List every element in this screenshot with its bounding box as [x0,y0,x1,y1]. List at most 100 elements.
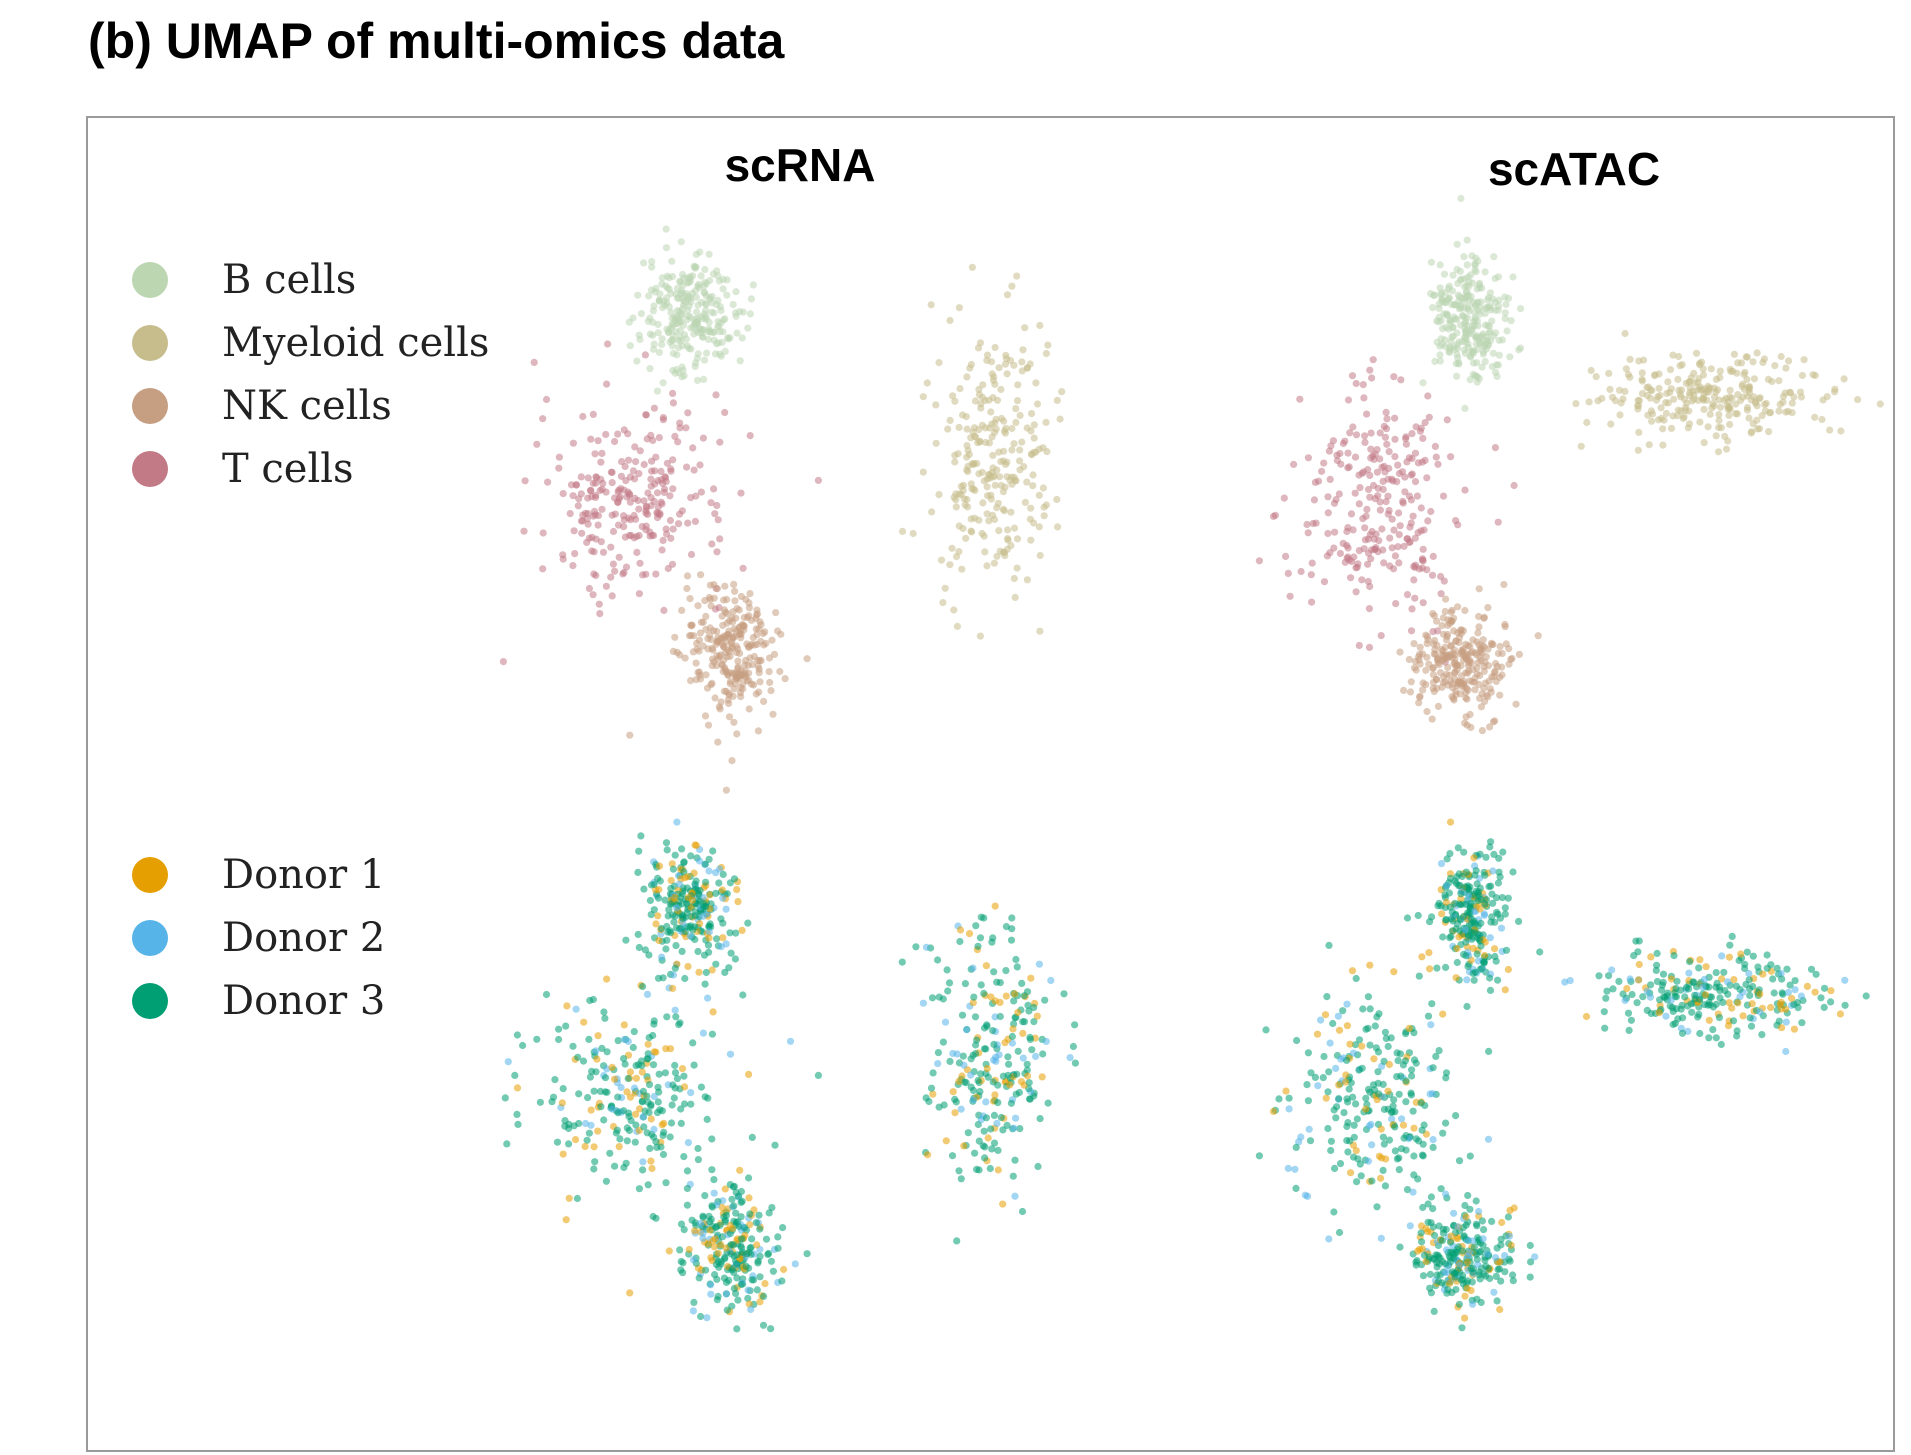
scatter-point [780,1265,788,1274]
scatter-point [643,1129,651,1137]
scatter-point [702,292,710,300]
scatter-point [712,960,720,968]
scatter-point [1452,974,1460,982]
scatter-point [756,678,764,686]
scatter-point [1009,1025,1017,1033]
scatter-point [1585,398,1593,406]
scatter-point [1490,850,1498,859]
scatter-point [1325,941,1333,950]
scatter-point [1446,671,1454,679]
scatter-point [1441,891,1449,899]
scatter-point [1478,727,1486,735]
scatter-point [1016,411,1024,419]
scatter-point [641,1107,649,1115]
scatter-point [626,1289,634,1297]
scatter-point [679,305,687,313]
scatter-point [754,727,763,735]
scatter-point [1345,1085,1353,1093]
scatter-point [1361,536,1369,544]
scatter-point [1494,518,1502,526]
scatter-point [697,1312,705,1321]
scatter-point [712,1223,720,1232]
scatter-point [639,1166,647,1174]
scatter-point [1470,1243,1478,1251]
scatter-point [652,570,660,578]
scatter-point [710,309,718,317]
scatter-point [1639,993,1647,1001]
scatter-point [1391,453,1399,461]
scatter-point [1394,543,1402,551]
scatter-point [521,477,529,485]
scatter-point [1734,999,1742,1007]
scatter-point [1450,1209,1458,1217]
scatter-point [1003,291,1012,299]
scatter-point [1478,363,1486,371]
scatter-point [737,1213,745,1221]
scatter-point [1526,1273,1534,1281]
scatter-point [1453,372,1461,380]
scatter-point [1674,375,1682,383]
scatter-point [978,421,987,429]
scatter-point [1463,721,1471,729]
scatter-point [678,289,687,297]
scatter-point [660,1128,668,1136]
scatter-point [702,671,710,679]
scatter-point [1464,1191,1472,1200]
scatter-point [1464,962,1472,971]
scatter-point [633,548,641,556]
scatter-point [1670,952,1678,960]
legend-swatch-donor-2 [132,919,168,956]
scatter-point [1477,1247,1485,1255]
scatter-point [732,1209,740,1217]
scatter-point [1509,273,1517,281]
scatter-point [702,968,710,977]
scatter-point [1362,1094,1370,1102]
scatter-point [680,1072,688,1080]
scatter-point [713,627,721,635]
scatter-point [1440,656,1448,664]
scatter-point [1481,358,1489,366]
scatter-point [575,1090,583,1098]
scatter-point [640,497,648,505]
scatter-point [699,1212,707,1220]
scatter-point [1453,873,1461,881]
scatter-point [646,896,655,905]
scatter-point [1666,388,1674,397]
scatter-point [1415,565,1423,573]
scatter-point [1670,395,1678,403]
scatter-point [1428,571,1437,579]
scatter-point [1462,1213,1470,1221]
scatter-point [1638,369,1646,377]
scatter-point [685,312,693,320]
scatter-point [1707,365,1715,373]
scatter-point [1769,975,1777,983]
scatter-point [611,1162,619,1170]
scatter-point [1423,566,1431,574]
scatter-point [1621,387,1629,395]
scatter-point [602,1177,611,1185]
scatter-point [1507,1241,1515,1249]
scatter-point [594,1032,602,1040]
scatter-point [586,1073,594,1081]
scatter-point [1741,964,1749,973]
scatter-point [1476,694,1484,702]
scatter-point [1791,986,1799,994]
scatter-point [1405,1024,1413,1032]
scatter-point [602,582,611,590]
scatter-point [1443,416,1451,424]
scatter-point [1366,1005,1374,1013]
scatter-point [717,319,725,327]
scatter-point [708,1135,716,1143]
scatter-point [1396,1050,1404,1058]
scatter-point [766,678,774,687]
scatter-point [1479,636,1487,644]
scatter-point [668,860,676,868]
scatter-point [1035,523,1043,531]
scatter-point [1326,1039,1334,1047]
scatter-point [1355,1036,1364,1044]
scatter-point [1609,985,1617,993]
scatter-point [1827,998,1835,1006]
scatter-point [1622,365,1630,373]
scatter-point [1496,873,1504,881]
scatter-point [1324,1088,1332,1096]
